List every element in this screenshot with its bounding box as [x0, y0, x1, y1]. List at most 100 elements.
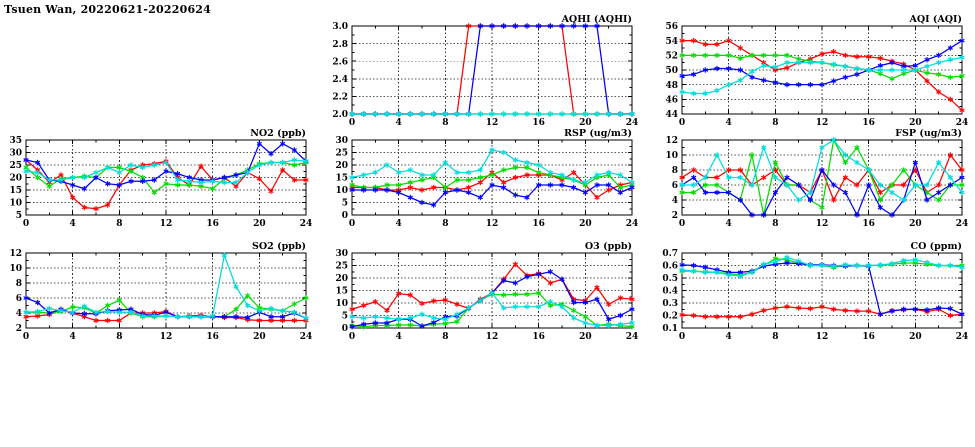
svg-text:24: 24 — [956, 219, 969, 229]
svg-text:54: 54 — [665, 37, 678, 47]
svg-text:15: 15 — [335, 174, 348, 184]
panel-aqhi: AQHI (AQHI) 2.0 2.2 2.4 2.6 2.8 3.0 0 4 8 12 16 20 24 — [332, 14, 638, 128]
svg-text:30: 30 — [335, 136, 348, 146]
svg-text:20: 20 — [909, 118, 922, 128]
series-co-day4 — [679, 254, 965, 279]
svg-text:6: 6 — [672, 181, 678, 191]
svg-text:2.6: 2.6 — [332, 57, 348, 67]
chart-aqhi: 2.0 2.2 2.4 2.6 2.8 3.0 0 4 8 12 16 20 24 — [332, 22, 639, 128]
svg-text:4: 4 — [672, 196, 678, 206]
panel-title-aqhi: AQHI (AQHI) — [561, 14, 632, 25]
panel-title-so2: SO2 (ppb) — [252, 241, 306, 252]
svg-text:12: 12 — [486, 219, 499, 229]
svg-text:20: 20 — [335, 274, 348, 284]
panel-no2: NO2 (ppb) 5 10 15 20 25 30 35 0 4 8 12 16 20 24 — [9, 128, 312, 229]
svg-text:0.2: 0.2 — [662, 312, 678, 322]
svg-text:8: 8 — [442, 118, 448, 128]
series-fsp-day3 — [679, 159, 965, 218]
svg-text:16: 16 — [206, 332, 219, 342]
panel-title-no2: NO2 (ppb) — [250, 128, 306, 139]
svg-text:0.1: 0.1 — [662, 324, 678, 334]
series-o3-day4 — [349, 290, 635, 329]
panel-title-rsp: RSP (ug/m3) — [564, 128, 632, 139]
svg-text:5: 5 — [342, 199, 348, 209]
page-title: Tsuen Wan, 20220621-20220624 — [4, 3, 211, 16]
panel-title-aqi: AQI (AQI) — [909, 14, 962, 25]
svg-text:0: 0 — [349, 118, 355, 128]
svg-text:4: 4 — [70, 332, 76, 342]
svg-text:16: 16 — [862, 332, 875, 342]
chart-co: 0.1 0.2 0.3 0.4 0.5 0.6 0.7 0 4 8 12 16 20 24 — [662, 249, 969, 342]
svg-text:8: 8 — [116, 332, 122, 342]
svg-text:25: 25 — [335, 149, 348, 159]
svg-text:0.7: 0.7 — [662, 249, 678, 259]
svg-text:48: 48 — [665, 81, 678, 91]
svg-text:0.4: 0.4 — [662, 287, 678, 297]
svg-text:0: 0 — [679, 332, 685, 342]
svg-text:20: 20 — [579, 332, 592, 342]
svg-text:16: 16 — [532, 118, 545, 128]
svg-text:8: 8 — [772, 219, 778, 229]
svg-text:0: 0 — [342, 211, 348, 221]
svg-text:24: 24 — [626, 118, 639, 128]
svg-text:24: 24 — [956, 118, 969, 128]
svg-text:4: 4 — [726, 118, 732, 128]
svg-text:20: 20 — [909, 332, 922, 342]
panel-rsp: RSP (ug/m3) 0 5 10 15 20 25 30 0 4 8 12 16 20 24 — [335, 128, 638, 229]
svg-text:4: 4 — [70, 219, 76, 229]
svg-text:8: 8 — [772, 332, 778, 342]
svg-text:0: 0 — [342, 324, 348, 334]
svg-text:2.0: 2.0 — [332, 110, 348, 120]
svg-text:10: 10 — [335, 186, 348, 196]
svg-text:16: 16 — [862, 219, 875, 229]
series-fsp-day4 — [679, 137, 965, 203]
svg-text:30: 30 — [9, 149, 22, 159]
svg-text:24: 24 — [956, 332, 969, 342]
svg-text:25: 25 — [9, 161, 22, 171]
svg-text:0: 0 — [23, 332, 29, 342]
series-no2-day4 — [23, 157, 309, 186]
svg-text:12: 12 — [816, 332, 829, 342]
svg-text:0.3: 0.3 — [662, 299, 678, 309]
series-o3-day1 — [349, 261, 635, 314]
svg-text:0: 0 — [349, 332, 355, 342]
svg-text:2: 2 — [672, 211, 678, 221]
svg-text:8: 8 — [442, 332, 448, 342]
series-rsp-day3 — [349, 182, 635, 208]
svg-text:12: 12 — [816, 219, 829, 229]
svg-text:12: 12 — [160, 219, 173, 229]
svg-text:20: 20 — [579, 118, 592, 128]
svg-text:12: 12 — [486, 118, 499, 128]
series-rsp-day1 — [349, 169, 635, 201]
svg-text:24: 24 — [300, 332, 313, 342]
svg-text:20: 20 — [579, 219, 592, 229]
svg-text:8: 8 — [772, 118, 778, 128]
series-aqhi-day4 — [349, 111, 635, 117]
svg-text:5: 5 — [342, 312, 348, 322]
svg-text:46: 46 — [665, 96, 678, 106]
panel-title-co: CO (ppm) — [910, 241, 962, 252]
svg-text:16: 16 — [532, 332, 545, 342]
svg-text:50: 50 — [665, 66, 678, 76]
svg-text:6: 6 — [16, 294, 22, 304]
panel-o3: O3 (ppb) 0 5 10 15 20 25 30 0 4 8 12 16 20 24 — [335, 241, 638, 342]
svg-text:52: 52 — [665, 52, 678, 62]
svg-text:8: 8 — [672, 166, 678, 176]
svg-text:10: 10 — [665, 151, 678, 161]
svg-text:12: 12 — [486, 332, 499, 342]
panel-aqi: AQI (AQI) 44 46 48 50 52 54 56 0 4 8 12 16 20 24 — [665, 14, 968, 128]
svg-text:2: 2 — [16, 324, 22, 334]
svg-text:0.5: 0.5 — [662, 274, 678, 284]
svg-text:16: 16 — [206, 219, 219, 229]
svg-text:8: 8 — [116, 219, 122, 229]
panel-so2: SO2 (ppb) 2 4 6 8 10 12 0 4 8 12 16 20 24 — [9, 241, 312, 342]
svg-text:16: 16 — [862, 118, 875, 128]
svg-text:15: 15 — [9, 186, 22, 196]
svg-text:56: 56 — [665, 22, 678, 32]
svg-text:15: 15 — [335, 287, 348, 297]
